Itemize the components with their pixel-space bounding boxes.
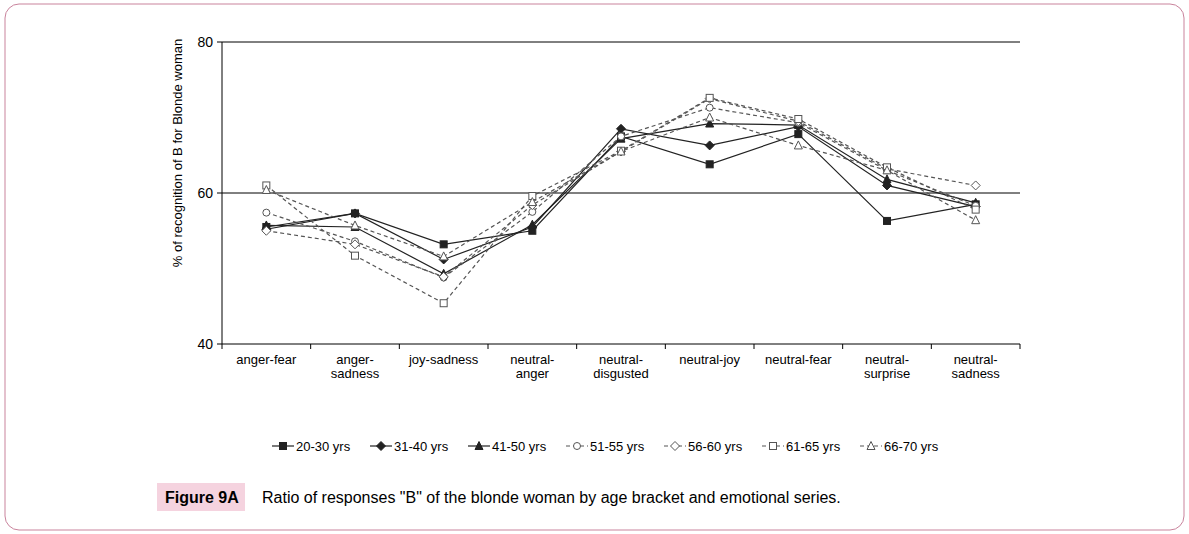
- x-tick: [931, 344, 932, 349]
- y-axis: [222, 42, 223, 344]
- point: [351, 221, 359, 229]
- x-tick-label: joy-sadness: [408, 352, 479, 367]
- x-tick-label: neutral-fear: [765, 352, 832, 367]
- legend-label: 66-70 yrs: [884, 439, 939, 454]
- x-tick-label: neutral-sadness: [951, 352, 1000, 381]
- x-tick-label: neutral-disgusted: [593, 352, 649, 381]
- point: [706, 161, 713, 168]
- x-tick: [576, 344, 577, 349]
- series-line: [266, 127, 975, 260]
- point: [884, 217, 891, 224]
- legend-item: 20-30 yrs: [272, 439, 351, 454]
- y-tick: [217, 344, 222, 345]
- caption-text: Ratio of responses "B" of the blonde wom…: [262, 489, 841, 506]
- point: [351, 209, 360, 218]
- legend-item: 66-70 yrs: [860, 439, 939, 454]
- x-axis: [222, 344, 1020, 345]
- caption-label: Figure 9A: [165, 489, 239, 506]
- point: [706, 94, 713, 101]
- series-line: [266, 108, 975, 278]
- x-tick: [842, 344, 843, 349]
- point: [618, 133, 625, 140]
- y-tick-label: 60: [197, 185, 213, 201]
- grid-line: [222, 193, 1020, 194]
- point: [795, 116, 802, 123]
- legend-label: 56-60 yrs: [688, 439, 743, 454]
- legend-marker: [574, 443, 581, 450]
- legend-item: 41-50 yrs: [468, 439, 547, 454]
- point: [440, 300, 447, 307]
- legend-marker: [475, 442, 483, 450]
- point: [705, 141, 714, 150]
- chart: 40 60 80 anger-fear anger-sadness joy-sadness…: [0, 0, 1189, 534]
- point: [352, 210, 359, 217]
- x-tick-label: neutral-surprise: [864, 352, 910, 381]
- point: [706, 104, 713, 111]
- point: [617, 124, 626, 133]
- series-line: [266, 134, 975, 244]
- point: [971, 181, 980, 190]
- y-axis-label: % of recognition of B for Blonde woman: [170, 39, 185, 267]
- point: [972, 206, 979, 213]
- legend-item: 31-40 yrs: [370, 439, 449, 454]
- point: [262, 226, 271, 235]
- legend-marker: [867, 442, 875, 450]
- x-tick: [1020, 344, 1021, 349]
- point: [618, 147, 625, 154]
- y-tick: [217, 42, 222, 43]
- point: [705, 94, 714, 103]
- point: [440, 252, 448, 260]
- point: [618, 133, 625, 140]
- legend-label: 61-65 yrs: [786, 439, 841, 454]
- point: [794, 141, 802, 149]
- x-tick: [754, 344, 755, 349]
- legend-label: 41-50 yrs: [492, 439, 547, 454]
- point: [706, 113, 714, 121]
- point: [617, 147, 625, 155]
- y-tick-label: 40: [197, 336, 213, 352]
- point: [528, 198, 536, 206]
- legend-marker: [671, 442, 680, 451]
- x-tick: [488, 344, 489, 349]
- point: [262, 185, 270, 193]
- series-line: [266, 98, 975, 303]
- x-tick-label: anger-fear: [236, 352, 297, 367]
- x-tick: [399, 344, 400, 349]
- legend-marker: [280, 443, 287, 450]
- y-tick-label: 80: [197, 34, 213, 50]
- caption-box: [157, 483, 245, 511]
- point: [883, 164, 892, 173]
- plot-area: [262, 94, 980, 307]
- legend-label: 51-55 yrs: [590, 439, 645, 454]
- legend-marker: [377, 442, 386, 451]
- point: [528, 220, 536, 228]
- legend-item: 51-55 yrs: [566, 439, 645, 454]
- x-tick-label: anger-sadness: [331, 352, 380, 381]
- point: [972, 216, 980, 224]
- point: [263, 209, 270, 216]
- point: [352, 252, 359, 259]
- point: [439, 272, 448, 281]
- x-tick: [222, 344, 223, 349]
- frame: [5, 4, 1184, 530]
- legend-item: 56-60 yrs: [664, 439, 743, 454]
- y-tick: [217, 193, 222, 194]
- point: [883, 166, 891, 174]
- legend-label: 20-30 yrs: [296, 439, 351, 454]
- point: [883, 175, 891, 183]
- x-tick-label: neutral-anger: [510, 352, 554, 381]
- point: [351, 240, 360, 249]
- grid-line: [222, 42, 1020, 43]
- series-line: [266, 118, 975, 257]
- x-tick: [665, 344, 666, 349]
- point: [617, 147, 626, 156]
- legend-marker: [770, 443, 777, 450]
- x-tick-label: neutral-joy: [679, 352, 740, 367]
- legend-label: 31-40 yrs: [394, 439, 449, 454]
- x-tick: [310, 344, 311, 349]
- point: [440, 241, 447, 248]
- series-line: [266, 99, 975, 277]
- legend-item: 61-65 yrs: [762, 439, 841, 454]
